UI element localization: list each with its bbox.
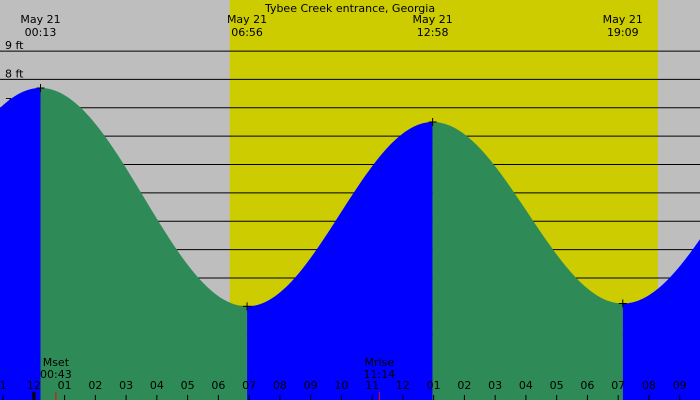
x-tick-label: 11 (365, 379, 379, 392)
extreme-time: 00:13 (25, 26, 57, 39)
rising-tide (247, 121, 433, 400)
extreme-time: 12:58 (417, 26, 449, 39)
extreme-time: 06:56 (231, 26, 263, 39)
extreme-marker (428, 117, 437, 126)
falling-tide (40, 87, 248, 400)
x-tick-label: 01 (427, 379, 441, 392)
y-tick-label: 8 ft (5, 67, 24, 80)
x-tick-label: 02 (457, 379, 471, 392)
x-tick-label: 06 (211, 379, 225, 392)
x-tick-label: 07 (611, 379, 625, 392)
extreme-date: May 21 (413, 13, 453, 26)
extreme-date: May 21 (227, 13, 267, 26)
x-tick-label: 1 (0, 379, 7, 392)
extreme-date: May 21 (603, 13, 643, 26)
x-tick-label: 03 (488, 379, 502, 392)
moon-event-time: 00:43 (40, 368, 72, 381)
x-tick-label: 12 (27, 379, 41, 392)
x-tick-label: 12 (396, 379, 410, 392)
x-tick-label: 09 (304, 379, 318, 392)
moon-event-name: Mset (43, 356, 70, 369)
x-tick-label: 06 (580, 379, 594, 392)
chart-title: Tybee Creek entrance, Georgia (264, 2, 435, 15)
x-tick-label: 05 (181, 379, 195, 392)
rising-tide (622, 239, 700, 400)
extreme-marker (243, 302, 252, 311)
x-tick-label: 10 (334, 379, 348, 392)
x-tick-label: 09 (673, 379, 687, 392)
rising-tide (0, 87, 41, 400)
x-tick-label: 02 (88, 379, 102, 392)
extreme-marker (36, 83, 45, 92)
y-tick-label: 9 ft (5, 39, 24, 52)
falling-tide (432, 121, 623, 400)
x-tick-label: 04 (150, 379, 164, 392)
x-tick-label: 08 (642, 379, 656, 392)
extreme-marker (618, 299, 627, 308)
x-tick-label: 03 (119, 379, 133, 392)
extreme-time: 19:09 (607, 26, 639, 39)
midnight-marker (32, 392, 36, 400)
x-tick-label: 01 (58, 379, 72, 392)
moon-event-name: Mrise (365, 356, 395, 369)
x-tick-label: 07 (242, 379, 256, 392)
x-tick-label: 04 (519, 379, 533, 392)
x-tick-label: 05 (550, 379, 564, 392)
moon-event-time: 11:14 (363, 368, 395, 381)
x-tick-label: 08 (273, 379, 287, 392)
extreme-date: May 21 (20, 13, 60, 26)
